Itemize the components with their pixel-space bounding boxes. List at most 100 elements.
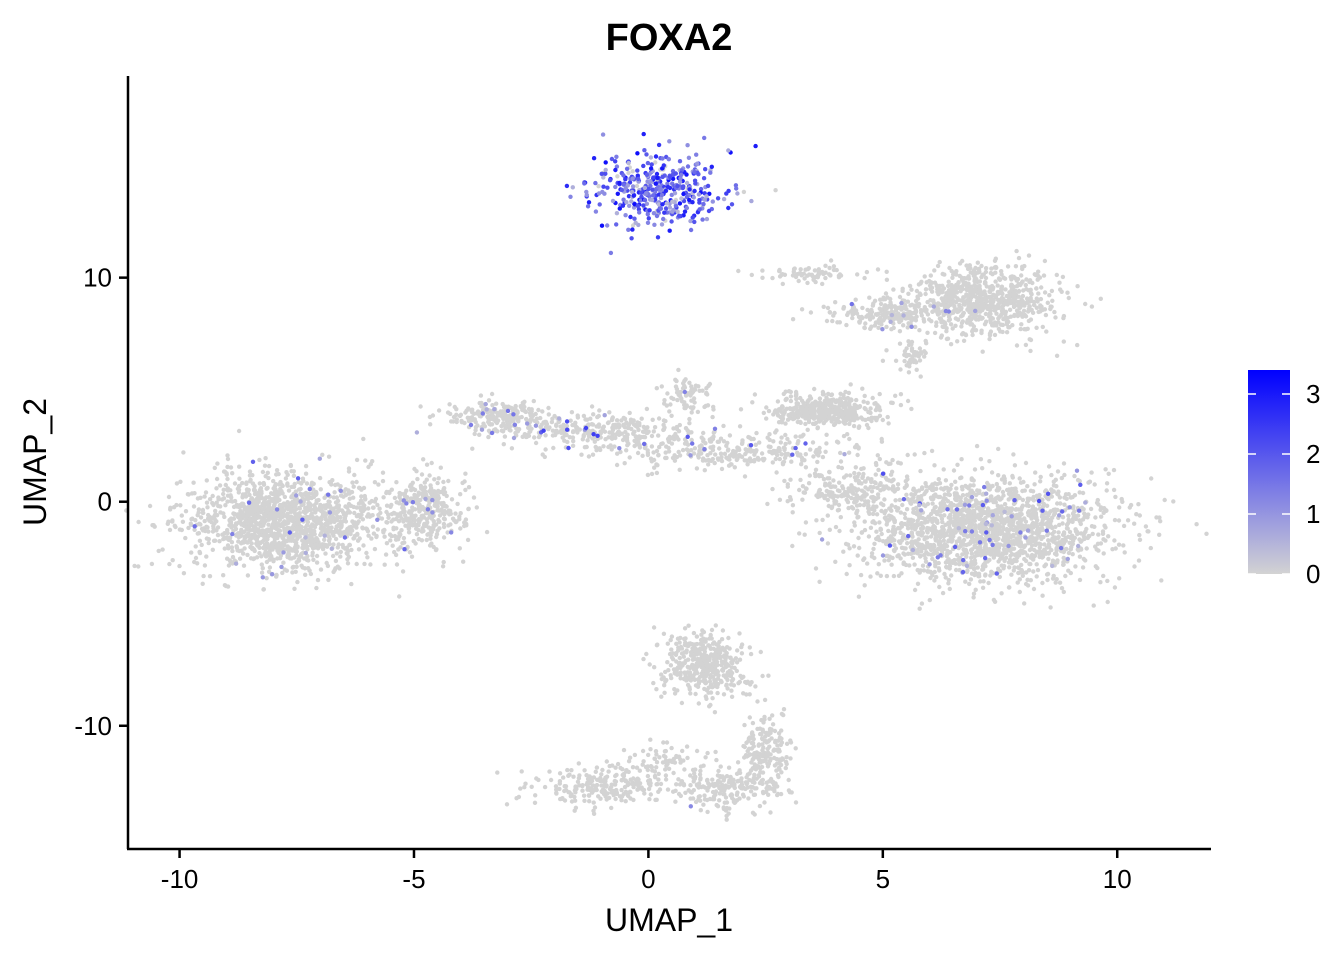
data-point [237,556,243,561]
data-point [944,532,949,538]
data-point [847,563,852,568]
data-point [482,424,488,429]
data-point [531,398,536,404]
data-point [565,439,570,445]
data-point [932,463,937,468]
data-point [528,413,533,418]
data-point [247,492,252,498]
data-point [705,392,710,397]
data-point [222,546,227,551]
data-point [1002,478,1007,483]
data-point [905,398,911,404]
data-point [458,526,463,531]
data-point [305,519,311,525]
data-point [871,485,876,490]
data-point [363,497,368,502]
data-point [407,509,412,514]
data-point [673,384,679,389]
data-point [1007,565,1012,570]
data-point [282,508,287,513]
data-point [879,508,884,514]
data-point [887,513,892,518]
data-point [254,555,260,560]
data-point [924,528,930,533]
data-point [799,462,804,467]
data-point [866,506,871,511]
data-point [905,452,910,458]
data-point [332,490,337,495]
data-point [435,498,440,504]
data-point [305,496,311,501]
data-point [315,577,321,583]
data-point [1100,531,1106,536]
data-point [627,410,632,416]
data-point [266,495,272,500]
data-point [656,416,662,421]
data-point [849,528,854,533]
data-point [615,174,620,179]
data-point [254,508,259,513]
data-point [868,525,874,530]
data-point [767,437,772,443]
data-point [610,431,615,437]
data-point [624,448,629,453]
data-point [174,502,179,508]
data-point [654,448,660,454]
data-point [348,503,354,508]
data-point [1061,562,1066,567]
data-point [213,512,218,517]
data-point [790,543,795,549]
data-point [654,470,660,476]
data-point [202,518,207,524]
data-point [782,455,788,460]
data-point [570,443,576,448]
data-point [252,484,257,489]
data-point [940,525,946,530]
data-point [478,393,484,398]
data-point [290,565,296,570]
data-point [1043,562,1049,567]
data-point [980,466,985,471]
data-point [994,481,999,487]
data-point [1009,572,1014,577]
data-point [1073,527,1078,532]
data-point [717,446,722,451]
data-point [351,495,356,500]
data-point [132,563,137,569]
data-point [466,506,471,511]
data-point [570,429,576,435]
data-point [296,557,301,562]
data-point [215,532,221,538]
data-point [1011,539,1016,544]
data-point [904,507,910,512]
data-point [288,463,294,469]
data-point [1092,482,1097,487]
data-point [971,591,977,596]
data-point [958,495,963,501]
data-point [1085,515,1090,520]
data-point [725,440,730,446]
data-point [179,513,184,518]
data-point [841,395,847,401]
data-point [371,531,377,536]
data-point [345,530,351,536]
data-point [311,557,316,562]
data-point [859,488,865,493]
data-point [435,504,440,509]
data-point [1017,476,1022,481]
data-point [204,478,209,483]
data-point [1052,511,1057,516]
data-point [835,488,841,493]
data-point [490,414,495,419]
data-point [1088,506,1094,512]
data-point [1098,580,1103,585]
data-point [437,513,443,518]
data-point [214,476,220,482]
data-point [520,407,525,413]
data-point [927,597,932,603]
data-point [448,522,453,527]
data-point [293,489,298,494]
data-point [354,479,359,485]
data-point [633,439,638,444]
data-point [285,482,290,487]
